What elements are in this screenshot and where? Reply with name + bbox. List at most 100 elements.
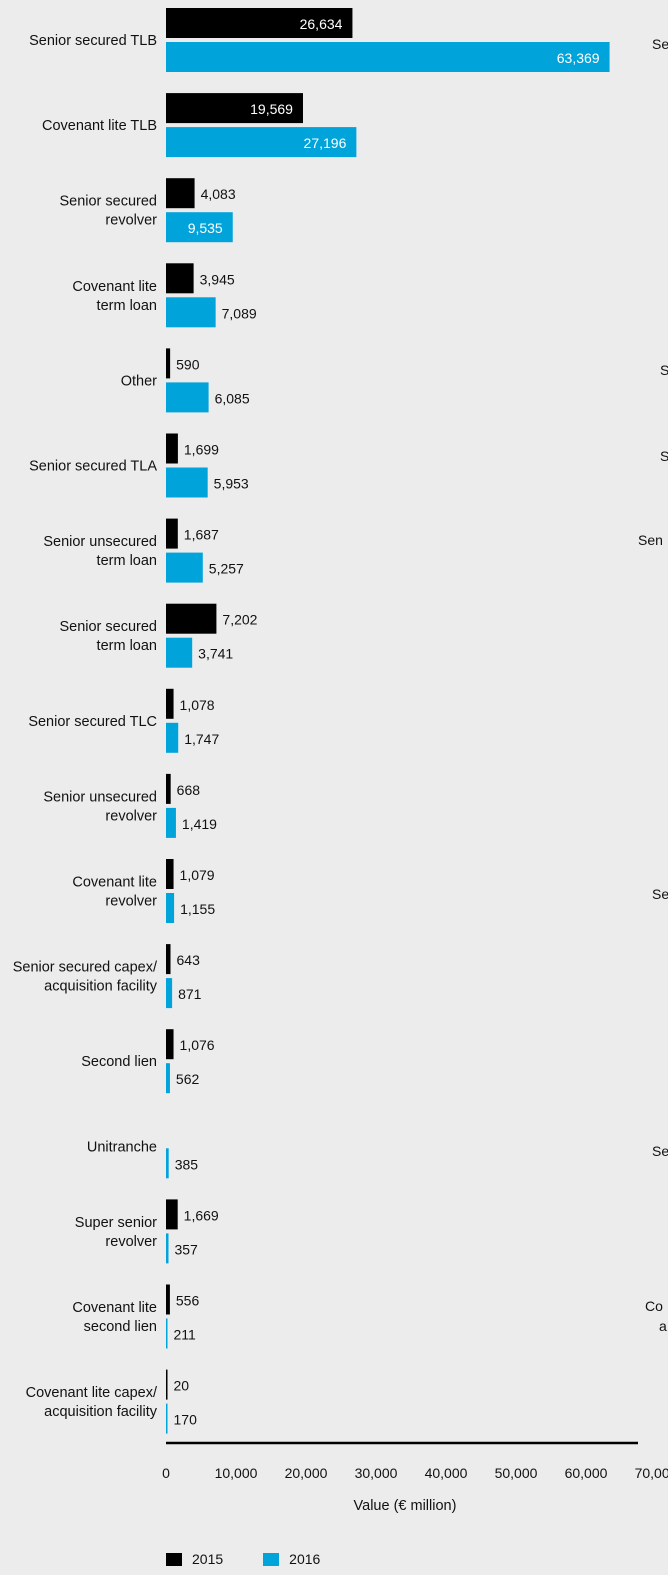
bar-2015	[166, 433, 178, 464]
bar-2015	[166, 263, 194, 294]
data-label-2015: 4,083	[201, 186, 236, 202]
bar-2016	[166, 1403, 168, 1434]
data-label-2016: 871	[178, 986, 202, 1002]
data-label-2016: 7,089	[222, 305, 257, 321]
bar-2015	[166, 859, 174, 889]
x-tick-label: 10,000	[215, 1465, 258, 1481]
bar-2016	[166, 893, 175, 923]
category-label-line: Second lien	[81, 1054, 157, 1070]
category-label-line: Other	[121, 373, 157, 389]
x-tick-label: 0	[162, 1465, 170, 1481]
data-label-2016: 6,085	[215, 390, 250, 406]
data-label-2015: 7,202	[222, 612, 257, 628]
bar-2016	[166, 467, 208, 498]
data-label-2015: 643	[177, 952, 201, 968]
data-label-2015: 20	[174, 1378, 190, 1394]
category-label: Senior secured term loan	[59, 619, 157, 654]
bar-2015	[166, 1199, 178, 1230]
legend-item-2016: 2016	[263, 1551, 320, 1567]
bar-2016	[166, 127, 357, 158]
right-panel-fragment: Se	[652, 36, 668, 52]
category-label: Senior secured revolver	[59, 194, 157, 229]
data-label-2016: 5,953	[214, 476, 249, 492]
bar-2016	[166, 1318, 168, 1349]
data-label-2015: 556	[176, 1293, 200, 1309]
category-label: Unitranche	[87, 1139, 157, 1155]
category-label-line: term loan	[97, 553, 157, 569]
category-label-line: revolver	[105, 1234, 157, 1250]
bar-2016	[166, 382, 209, 413]
data-label-2016: 27,196	[304, 135, 347, 151]
category-label: Covenant lite revolver	[72, 875, 157, 910]
right-panel-fragment: a	[659, 1318, 667, 1334]
category-label-line: acquisition facility	[44, 979, 158, 995]
bar-2015	[166, 773, 171, 804]
x-tick-label: 30,000	[355, 1465, 398, 1481]
category-label: Covenant lite capex/acquisition facility	[26, 1385, 158, 1420]
x-tick-label: 70,000	[635, 1465, 668, 1481]
data-label-2016: 357	[174, 1241, 198, 1257]
data-label-2015: 1,078	[180, 697, 215, 713]
category-label-line: Senior secured TLC	[28, 714, 157, 730]
category-label-line: Senior secured TLB	[29, 33, 157, 49]
category-label-line: Covenant lite	[72, 1300, 157, 1316]
category-label-line: Senior secured	[59, 619, 157, 635]
x-tick-label: 40,000	[425, 1465, 468, 1481]
category-label-line: Covenant lite	[72, 875, 157, 891]
right-panel-fragment: Se	[652, 886, 668, 902]
bar-2015	[166, 348, 171, 379]
category-label: Covenant lite term loan	[72, 279, 157, 314]
bar-2015	[166, 1369, 168, 1400]
category-label-line: Covenant lite TLB	[42, 118, 157, 134]
data-label-2016: 3,741	[198, 646, 233, 662]
category-label: Super senior revolver	[75, 1215, 157, 1250]
legend-label-2016: 2016	[289, 1551, 321, 1567]
bar-2015	[166, 1284, 170, 1315]
bar-2015	[166, 8, 353, 38]
category-label-line: Covenant lite	[72, 279, 157, 295]
bar-2015	[166, 944, 171, 975]
bar-2016	[166, 552, 203, 583]
x-tick-label: 60,000	[565, 1465, 608, 1481]
bar-2016	[166, 297, 216, 328]
data-label-2016: 1,747	[184, 731, 219, 747]
data-label-2016: 562	[176, 1071, 200, 1087]
legend-item-2015: 2015	[166, 1551, 223, 1567]
right-panel-fragment: S	[660, 362, 668, 378]
category-label: Covenant lite TLB	[42, 118, 157, 134]
category-label-line: term loan	[97, 638, 157, 654]
data-label-2015: 1,687	[184, 527, 219, 543]
category-label: Other	[121, 373, 157, 389]
bar-2016	[166, 722, 179, 753]
bar-2015	[166, 518, 178, 549]
data-label-2015: 26,634	[300, 16, 343, 32]
category-label: Senior unsecured term loan	[43, 534, 157, 569]
bar-2015	[166, 688, 174, 719]
right-panel-fragment: Se	[652, 1143, 668, 1159]
data-label-2015: 1,669	[184, 1207, 219, 1223]
category-label-line: Senior unsecured	[43, 534, 157, 550]
category-label: Second lien	[81, 1054, 157, 1070]
data-label-2016: 63,369	[557, 50, 600, 66]
x-axis-title: Value (€ million)	[354, 1498, 457, 1514]
data-label-2016: 1,155	[180, 901, 215, 917]
data-label-2016: 5,257	[209, 561, 244, 577]
right-panel-fragment: S	[660, 448, 668, 464]
legend-swatch-2016	[263, 1552, 280, 1566]
bar-2015	[166, 178, 195, 209]
legend-label-2015: 2015	[192, 1551, 224, 1567]
x-tick-label: 20,000	[285, 1465, 328, 1481]
bar-2015	[166, 93, 303, 124]
data-label-2016: 1,419	[182, 816, 217, 832]
category-label-line: revolver	[105, 808, 157, 824]
data-label-2016: 170	[174, 1412, 198, 1428]
data-label-2015: 668	[177, 782, 201, 798]
category-label-line: Unitranche	[87, 1139, 157, 1155]
x-tick-label: 50,000	[495, 1465, 538, 1481]
category-label: Senior unsecured revolver	[43, 789, 157, 824]
category-label-line: Senior unsecured	[43, 789, 157, 805]
right-panel-fragment: Co	[645, 1298, 663, 1314]
category-label: Senior secured TLC	[28, 714, 157, 730]
category-label: Senior secured TLA	[29, 459, 157, 475]
